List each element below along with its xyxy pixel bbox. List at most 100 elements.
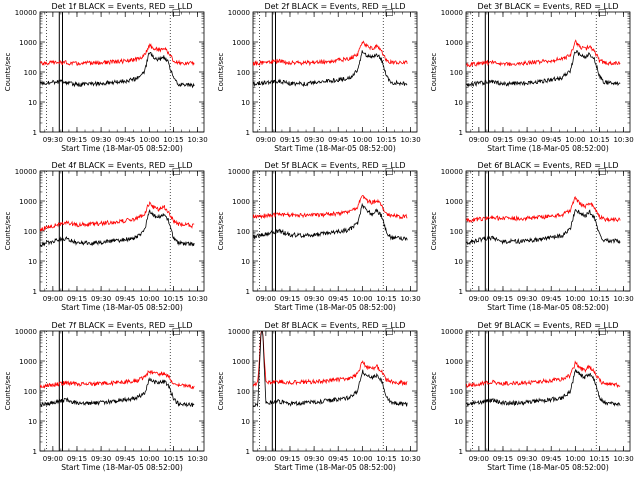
y-tick-label: 1000 <box>232 198 250 206</box>
y-tick-label: 10000 <box>228 9 250 17</box>
y-tick-label: 10 <box>454 418 463 426</box>
legend-marker: □ <box>385 167 394 177</box>
x-tick-label: 09:45 <box>541 295 561 303</box>
x-tick-label: 10:00 <box>139 136 159 144</box>
x-tick-label: 10:30 <box>613 455 633 463</box>
plot-frame <box>39 330 205 452</box>
panel-title: Det 2f BLACK = Events, RED = LLD <box>264 2 405 11</box>
x-axis-label: Start Time (18-Mar-05 08:52:00) <box>274 303 396 312</box>
x-tick-label: 10:00 <box>139 295 159 303</box>
y-tick-label: 10 <box>241 258 250 266</box>
y-tick-label: 1 <box>33 129 37 137</box>
panel-det-7f: Det 7f BLACK = Events, RED = LLD□ Counts/… <box>4 321 208 472</box>
x-tick-label: 10:30 <box>400 455 420 463</box>
y-axis-label: Counts/sec <box>217 53 225 92</box>
x-tick-label: 10:30 <box>400 136 420 144</box>
y-tick-label: 10 <box>241 99 250 107</box>
panel-title: Det 6f BLACK = Events, RED = LLD <box>477 161 618 170</box>
series-line-events <box>40 52 195 89</box>
x-tick-label: 09:30 <box>304 295 324 303</box>
y-tick-label: 10000 <box>441 328 463 336</box>
y-tick-label: 10000 <box>441 9 463 17</box>
panel-title: Det 3f BLACK = Events, RED = LLD <box>477 2 618 11</box>
series-line-lld <box>253 331 408 387</box>
x-tick-label: 09:45 <box>328 295 348 303</box>
y-tick-label: 100 <box>450 69 463 77</box>
y-axis-label: Counts/sec <box>4 212 12 251</box>
x-tick-label: 09:30 <box>91 136 111 144</box>
x-tick-label: 10:30 <box>613 136 633 144</box>
x-tick-label: 09:00 <box>256 455 276 463</box>
x-axis-label: Start Time (18-Mar-05 08:52:00) <box>61 303 183 312</box>
panel-title: Det 5f BLACK = Events, RED = LLD <box>264 161 405 170</box>
x-tick-label: 10:00 <box>352 455 372 463</box>
y-tick-label: 100 <box>237 228 250 236</box>
x-tick-label: 09:45 <box>115 136 135 144</box>
x-tick-label: 10:15 <box>376 455 396 463</box>
series-line-events <box>253 50 408 88</box>
y-axis-label: Counts/sec <box>4 372 12 411</box>
y-tick-label: 10000 <box>15 328 37 336</box>
y-tick-label: 1 <box>459 288 463 296</box>
series-line-lld <box>40 42 195 67</box>
y-tick-label: 1000 <box>19 358 37 366</box>
x-tick-label: 10:30 <box>187 455 207 463</box>
panel-title: Det 7f BLACK = Events, RED = LLD <box>51 321 192 330</box>
x-tick-label: 10:15 <box>163 136 183 144</box>
y-tick-label: 1 <box>33 288 37 296</box>
y-tick-label: 100 <box>450 388 463 396</box>
y-tick-label: 1 <box>246 129 250 137</box>
x-tick-label: 09:15 <box>493 136 513 144</box>
x-tick-label: 09:15 <box>280 136 300 144</box>
y-tick-label: 100 <box>237 388 250 396</box>
y-tick-label: 100 <box>450 228 463 236</box>
series-line-lld <box>253 195 408 220</box>
x-tick-label: 09:30 <box>304 136 324 144</box>
x-tick-label: 10:15 <box>589 295 609 303</box>
x-tick-label: 09:00 <box>256 295 276 303</box>
x-tick-label: 09:00 <box>43 295 63 303</box>
x-axis-label: Start Time (18-Mar-05 08:52:00) <box>274 463 396 472</box>
y-tick-label: 1 <box>33 448 37 456</box>
series-line-events <box>253 331 408 408</box>
x-tick-label: 10:15 <box>589 136 609 144</box>
x-tick-label: 10:15 <box>589 455 609 463</box>
x-tick-label: 09:15 <box>280 455 300 463</box>
x-tick-label: 09:00 <box>469 455 489 463</box>
x-tick-label: 10:30 <box>187 295 207 303</box>
y-tick-label: 100 <box>237 69 250 77</box>
x-tick-label: 10:00 <box>565 295 585 303</box>
y-tick-label: 10 <box>454 258 463 266</box>
series-line-events <box>253 202 408 242</box>
x-axis-label: Start Time (18-Mar-05 08:52:00) <box>487 303 609 312</box>
x-tick-label: 09:15 <box>280 295 300 303</box>
y-axis-label: Counts/sec <box>430 212 438 251</box>
x-tick-label: 09:15 <box>493 455 513 463</box>
x-tick-label: 10:15 <box>376 295 396 303</box>
series-line-events <box>40 377 195 408</box>
x-axis-label: Start Time (18-Mar-05 08:52:00) <box>487 463 609 472</box>
y-tick-label: 1 <box>459 448 463 456</box>
plot-frame <box>465 11 631 133</box>
x-tick-label: 09:30 <box>91 455 111 463</box>
x-tick-label: 10:30 <box>187 136 207 144</box>
series-line-lld <box>466 39 621 68</box>
x-tick-label: 09:15 <box>493 295 513 303</box>
x-tick-label: 10:15 <box>163 295 183 303</box>
legend-marker: □ <box>172 327 181 337</box>
y-tick-label: 1000 <box>445 198 463 206</box>
y-axis-label: Counts/sec <box>430 53 438 92</box>
y-tick-label: 10 <box>454 99 463 107</box>
plot-frame <box>39 170 205 292</box>
y-axis-label: Counts/sec <box>430 372 438 411</box>
x-axis-label: Start Time (18-Mar-05 08:52:00) <box>61 144 183 153</box>
x-tick-label: 09:45 <box>328 455 348 463</box>
y-tick-label: 1 <box>246 448 250 456</box>
x-tick-label: 09:30 <box>517 136 537 144</box>
y-tick-label: 1 <box>459 129 463 137</box>
x-tick-label: 09:45 <box>115 295 135 303</box>
x-tick-label: 10:00 <box>352 295 372 303</box>
x-axis-label: Start Time (18-Mar-05 08:52:00) <box>274 144 396 153</box>
x-tick-label: 09:15 <box>67 295 87 303</box>
